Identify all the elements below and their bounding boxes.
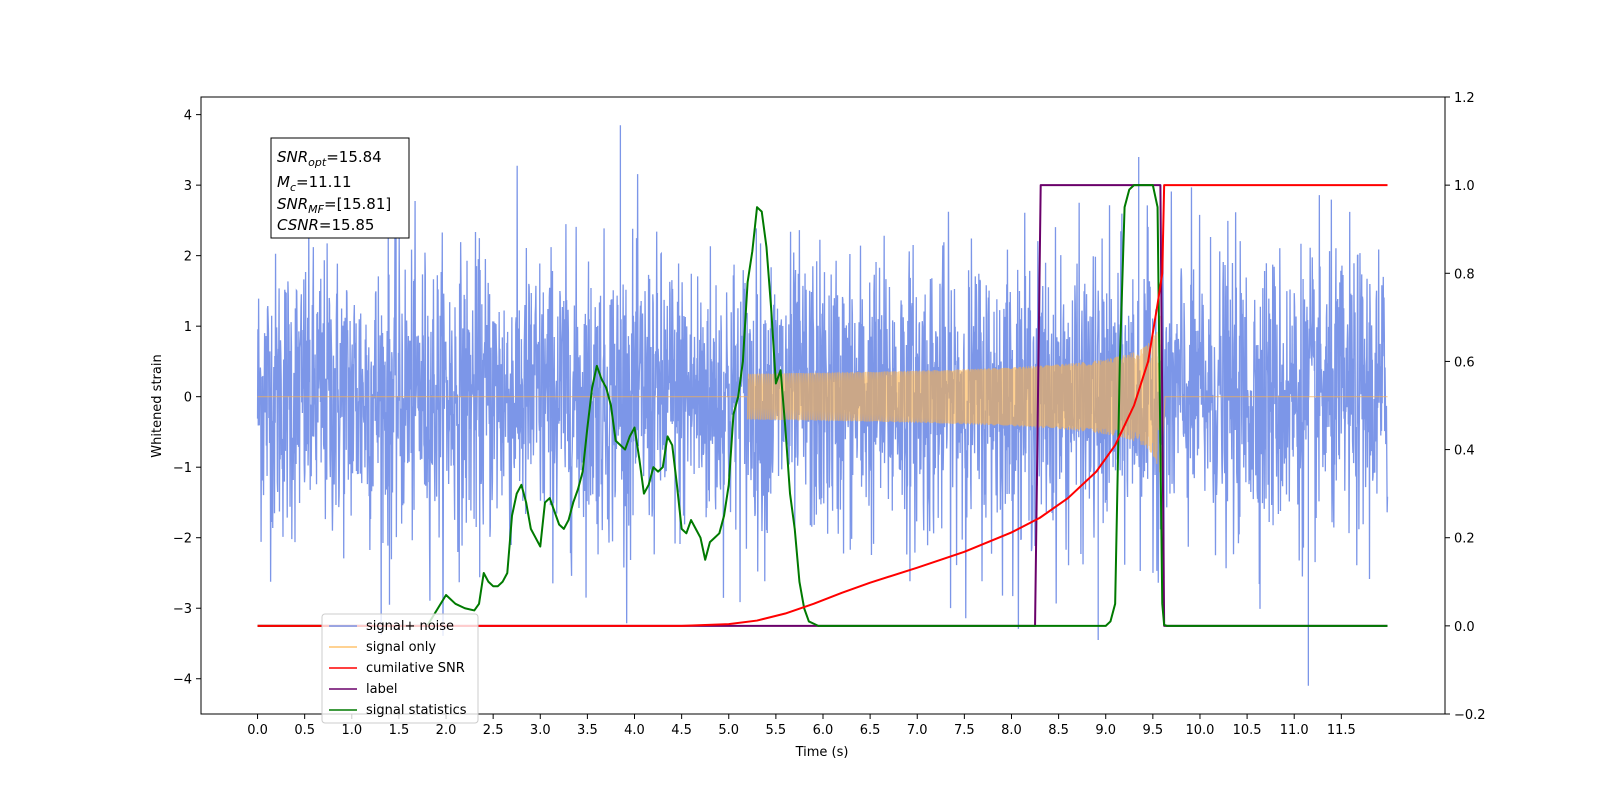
x-tick-label: 8.0	[1001, 723, 1022, 738]
y-axis-left-label: Whitened strain	[150, 354, 165, 457]
x-tick-label: 11.5	[1327, 723, 1356, 738]
y-left-tick-label: 2	[184, 250, 192, 265]
x-tick-label: 7.0	[907, 723, 928, 738]
y-axis-left-ticks: 4 3 2 1 0 −1 −2 −3 −4	[173, 109, 201, 688]
annotation-line-snr-opt: SNRopt=15.84	[277, 148, 382, 169]
x-tick-label: 4.5	[671, 723, 692, 738]
x-tick-label: 1.0	[341, 723, 362, 738]
series-signal-statistics	[257, 184, 1388, 627]
x-tick-label: 1.5	[389, 723, 410, 738]
x-tick-label: 9.0	[1095, 723, 1116, 738]
y-left-tick-label: −4	[173, 673, 192, 688]
legend-label-signal-statistics: signal statistics	[366, 703, 467, 718]
y-right-tick-label: 0.6	[1454, 355, 1475, 370]
x-tick-label: 5.5	[766, 723, 787, 738]
x-tick-label: 10.5	[1233, 723, 1262, 738]
data-layer	[256, 125, 1389, 686]
x-tick-label: 11.0	[1280, 723, 1309, 738]
legend-label-cumulative-snr: cumilative SNR	[366, 661, 465, 676]
y-right-tick-label: −0.2	[1454, 708, 1486, 723]
x-tick-label: 5.0	[718, 723, 739, 738]
x-tick-label: 2.0	[436, 723, 457, 738]
y-right-tick-label: 0.0	[1454, 620, 1475, 635]
x-tick-label: 8.5	[1048, 723, 1069, 738]
x-tick-label: 2.5	[483, 723, 504, 738]
legend: signal+ noise signal only cumilative SNR…	[321, 613, 479, 724]
y-left-tick-label: 3	[184, 179, 192, 194]
x-axis-ticks: 0.0 0.5 1.0 1.5 2.0 2.5 3.0 3.5 4.0 4.5 5.0 5.5 6.0 6…	[247, 714, 1356, 738]
x-tick-label: 4.0	[624, 723, 645, 738]
y-right-tick-label: 1.2	[1454, 91, 1475, 106]
legend-label-signal-only: signal only	[366, 640, 436, 655]
x-tick-label: 9.5	[1143, 723, 1164, 738]
stats-annotation: SNRopt=15.84 Mc=11.11 SNRMF=[15.81] CSNR…	[270, 137, 410, 239]
x-tick-label: 7.5	[954, 723, 975, 738]
series-cumulative-snr	[257, 184, 1388, 627]
y-right-tick-label: 0.2	[1454, 532, 1475, 547]
y-left-tick-label: 0	[184, 391, 192, 406]
annotation-line-snr-mf: SNRMF=[15.81]	[277, 195, 391, 216]
y-left-tick-label: −3	[173, 602, 192, 617]
x-axis-label: Time (s)	[795, 745, 849, 760]
y-right-tick-label: 1.0	[1454, 179, 1475, 194]
x-tick-label: 0.0	[247, 723, 268, 738]
x-tick-label: 6.5	[860, 723, 881, 738]
y-left-tick-label: 1	[184, 320, 192, 335]
y-right-tick-label: 0.8	[1454, 267, 1475, 282]
y-left-tick-label: −1	[173, 461, 192, 476]
legend-label-label: label	[366, 682, 397, 697]
x-tick-label: 3.5	[577, 723, 598, 738]
series-signal-noise	[256, 125, 1389, 686]
annotation-line-csnr: CSNR=15.85	[277, 216, 374, 234]
y-right-tick-label: 0.4	[1454, 444, 1475, 459]
x-tick-label: 3.0	[530, 723, 551, 738]
annotation-box	[270, 137, 410, 239]
x-tick-label: 6.0	[813, 723, 834, 738]
legend-label-signal-noise: signal+ noise	[366, 619, 454, 634]
y-left-tick-label: 4	[184, 109, 192, 124]
x-tick-label: 10.0	[1185, 723, 1214, 738]
x-tick-label: 0.5	[294, 723, 315, 738]
y-axis-right-ticks: 1.2 1.0 0.8 0.6 0.4 0.2 0.0 −0.2	[1445, 91, 1486, 723]
legend-box	[321, 613, 479, 724]
y-left-tick-label: −2	[173, 532, 192, 547]
annotation-line-mc: Mc=11.11	[277, 173, 352, 194]
series-signal-only	[257, 315, 1388, 485]
